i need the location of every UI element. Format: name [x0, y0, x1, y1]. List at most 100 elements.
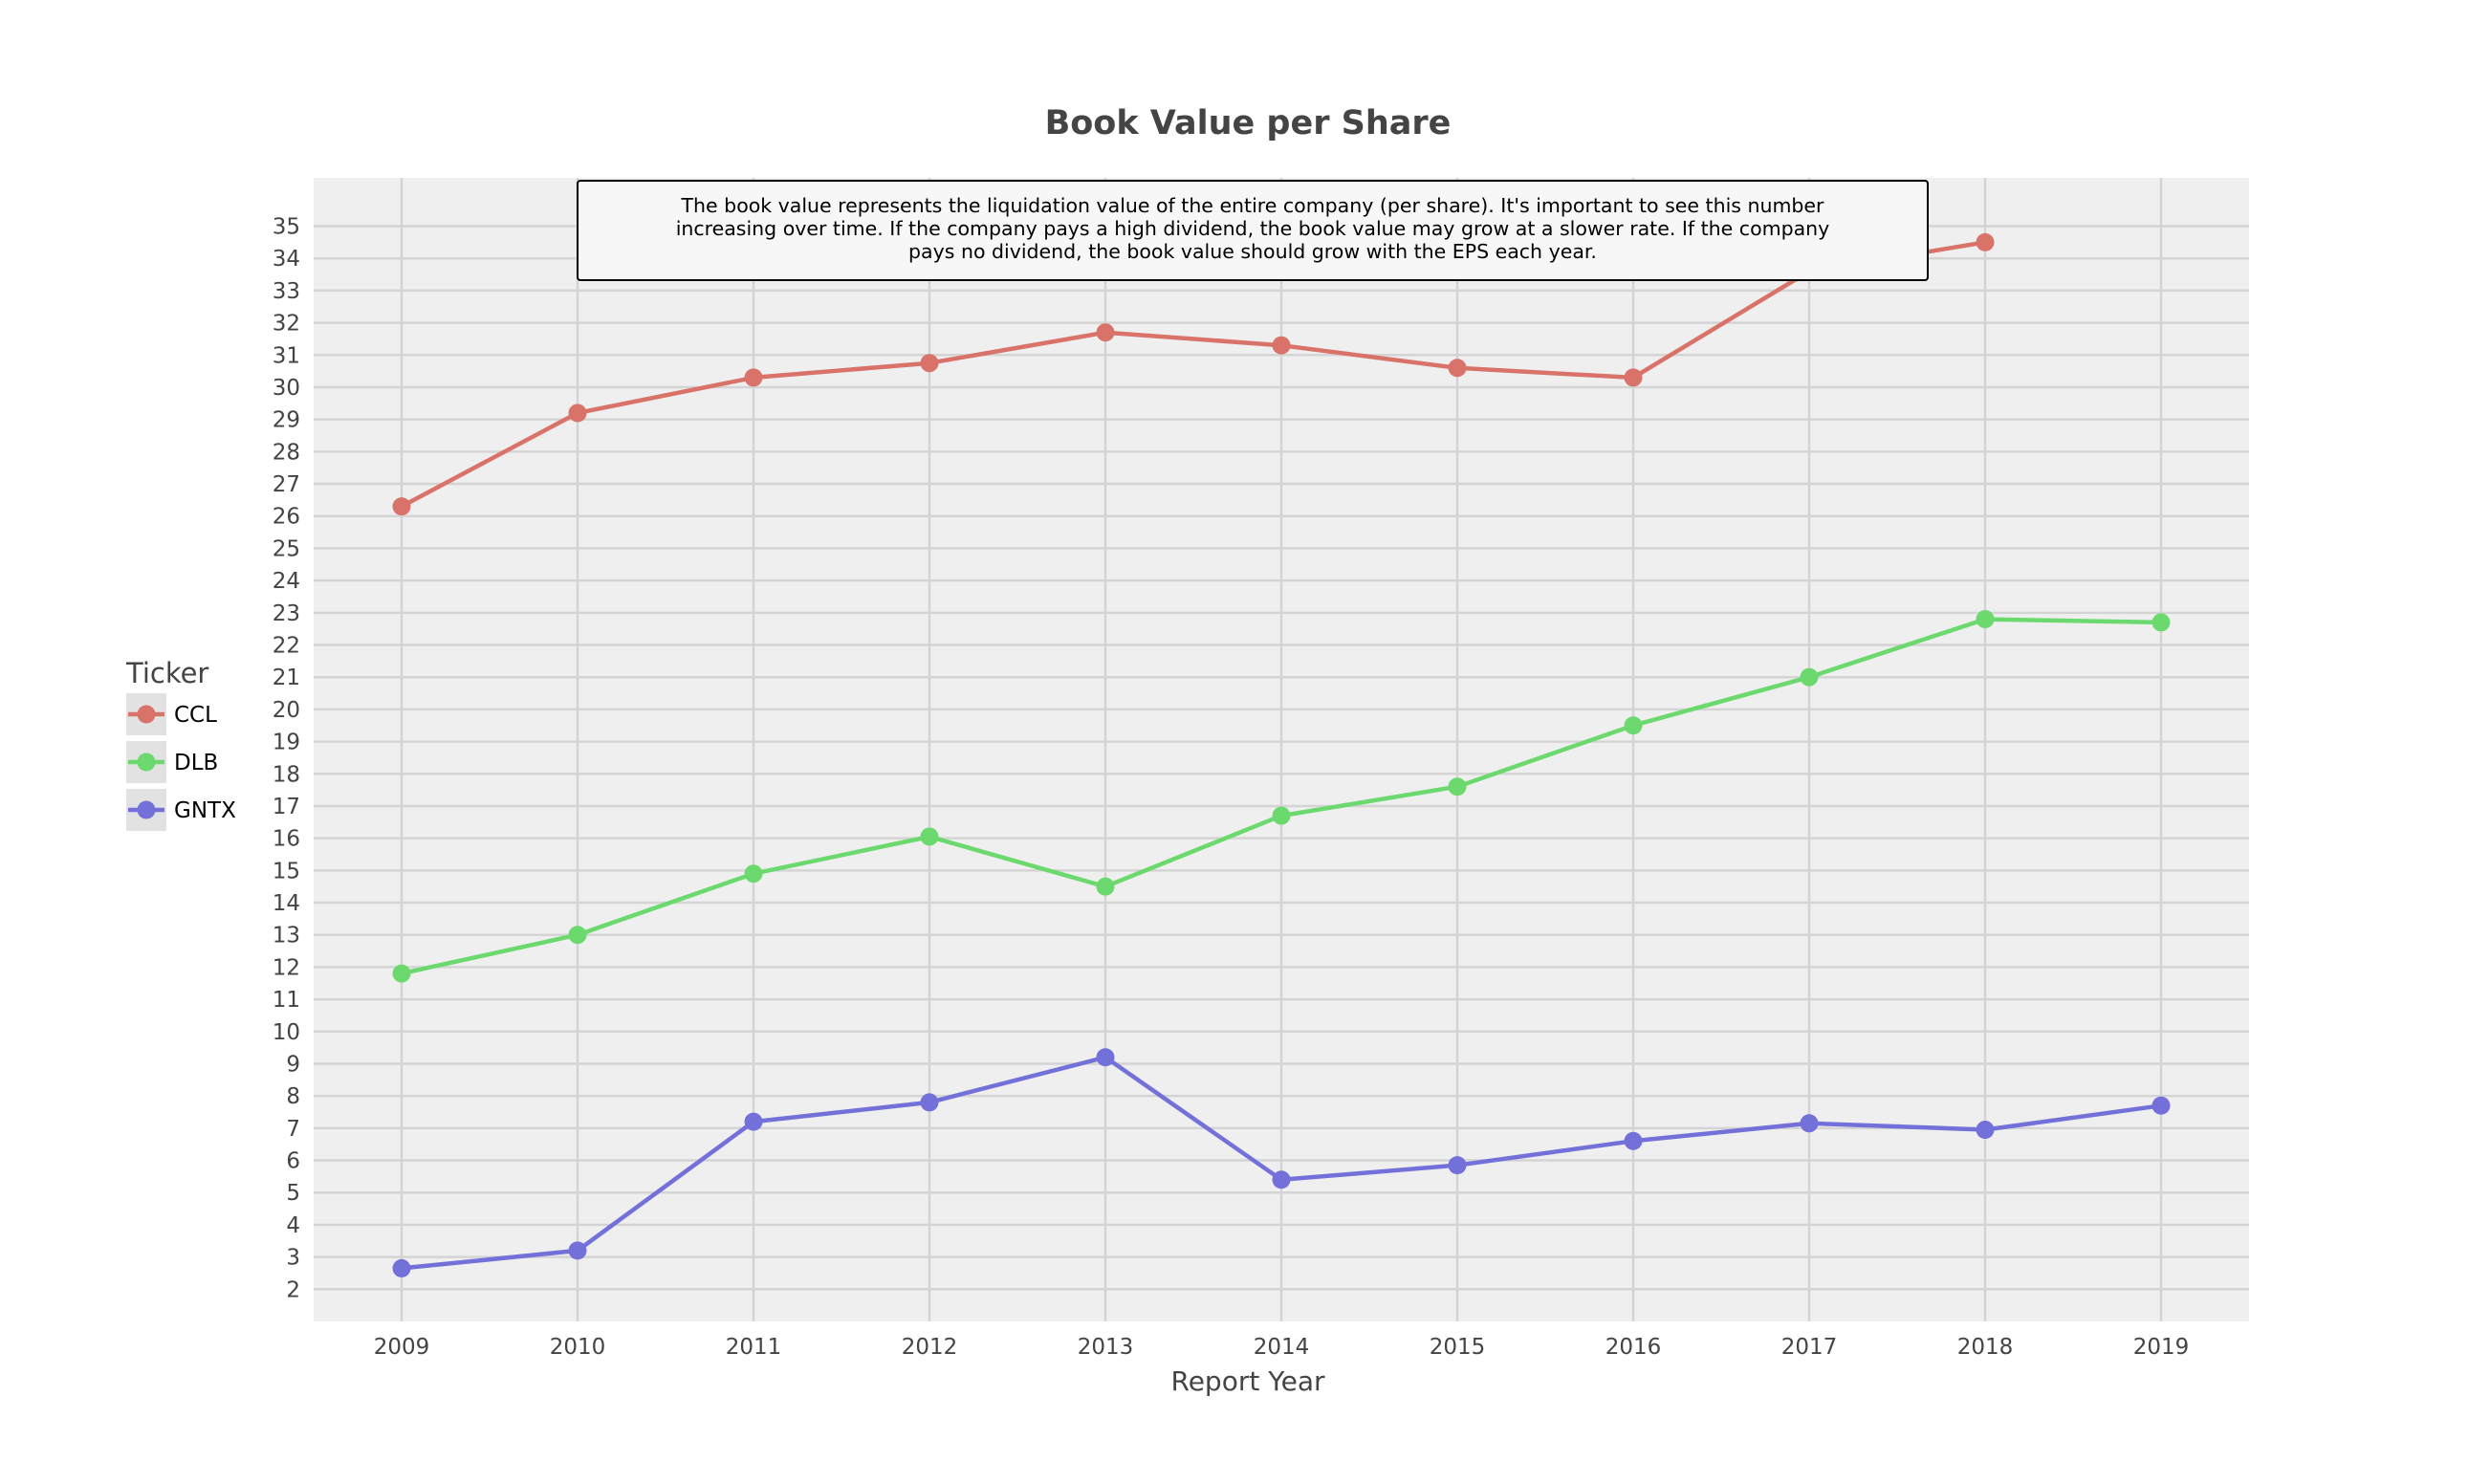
legend-marker-gntx — [137, 800, 156, 819]
x-tick-label: 2015 — [1430, 1335, 1486, 1360]
y-tick-label: 14 — [273, 891, 300, 916]
y-tick-label: 31 — [273, 343, 300, 368]
data-point-gntx — [744, 1112, 763, 1131]
legend-label-gntx: GNTX — [174, 798, 236, 823]
y-tick-label: 29 — [273, 408, 300, 433]
grid-lines — [314, 178, 2249, 1321]
y-tick-label: 16 — [273, 827, 300, 852]
y-tick-label: 35 — [273, 215, 300, 240]
y-tick-label: 30 — [273, 376, 300, 401]
data-point-gntx — [1096, 1048, 1115, 1067]
y-tick-label: 11 — [273, 988, 300, 1013]
data-point-gntx — [2151, 1096, 2171, 1115]
legend-title: Ticker — [125, 657, 208, 689]
data-point-dlb — [1096, 877, 1115, 896]
y-tick-label: 15 — [273, 859, 300, 884]
data-point-ccl — [1448, 359, 1467, 378]
annotation: The book value represents the liquidatio… — [577, 180, 1929, 281]
y-tick-label: 13 — [273, 924, 300, 949]
annotation-line: pays no dividend, the book value should … — [908, 240, 1597, 263]
data-point-ccl — [1624, 368, 1643, 387]
data-point-ccl — [1272, 336, 1291, 355]
x-tick-label: 2014 — [1254, 1335, 1310, 1360]
data-point-ccl — [1976, 232, 1995, 251]
y-tick-label: 6 — [286, 1149, 300, 1174]
series-dlb — [392, 610, 2171, 983]
y-tick-label: 8 — [286, 1084, 300, 1109]
data-point-dlb — [920, 827, 939, 846]
data-point-dlb — [744, 864, 763, 884]
y-tick-label: 28 — [273, 440, 300, 465]
data-point-ccl — [744, 368, 763, 387]
y-tick-label: 21 — [273, 666, 300, 690]
y-tick-label: 2 — [286, 1277, 300, 1302]
x-axis-title: Report Year — [1171, 1365, 1325, 1397]
annotation-line: increasing over time. If the company pay… — [676, 217, 1830, 240]
series-layer — [392, 232, 2171, 1277]
y-tick-label: 12 — [273, 955, 300, 980]
x-tick-label: 2019 — [2133, 1335, 2190, 1360]
legend-item-dlb[interactable]: DLB — [126, 741, 218, 783]
y-tick-label: 17 — [273, 795, 300, 819]
annotation-text: The book value represents the liquidatio… — [676, 194, 1830, 263]
legend-item-ccl[interactable]: CCL — [126, 693, 217, 735]
y-tick-label: 9 — [286, 1052, 300, 1077]
data-point-gntx — [1800, 1114, 1819, 1133]
legend-item-gntx[interactable]: GNTX — [126, 789, 236, 831]
chart-title: Book Value per Share — [1045, 104, 1452, 142]
data-point-dlb — [1800, 667, 1819, 687]
legend: Ticker CCL DLB GNTX — [125, 657, 236, 831]
y-tick-label: 4 — [286, 1213, 300, 1238]
data-point-gntx — [920, 1093, 939, 1112]
y-tick-label: 32 — [273, 312, 300, 337]
data-point-gntx — [1976, 1121, 1995, 1140]
data-point-ccl — [1096, 323, 1115, 342]
x-tick-label: 2013 — [1078, 1335, 1134, 1360]
y-tick-label: 25 — [273, 536, 300, 561]
annotation-box — [577, 180, 1929, 281]
x-tick-label: 2018 — [1957, 1335, 2014, 1360]
x-axis-tick-labels: 2009 2010 2011 2012 2013 2014 2015 2016 2017 2018… — [374, 1335, 2190, 1360]
y-tick-label: 22 — [273, 634, 300, 659]
y-tick-label: 10 — [273, 1020, 300, 1045]
data-point-dlb — [392, 964, 411, 983]
legend-label-ccl: CCL — [174, 703, 217, 728]
y-tick-label: 27 — [273, 472, 300, 497]
data-point-dlb — [568, 926, 587, 945]
y-tick-label: 33 — [273, 279, 300, 304]
y-tick-label: 3 — [286, 1246, 300, 1271]
series-line-ccl — [400, 240, 1986, 509]
annotation-line: The book value represents the liquidatio… — [681, 194, 1825, 217]
y-tick-label: 20 — [273, 698, 300, 723]
data-point-gntx — [392, 1258, 411, 1277]
data-point-dlb — [1272, 806, 1291, 825]
y-tick-label: 34 — [273, 247, 300, 272]
y-tick-label: 23 — [273, 601, 300, 626]
data-point-dlb — [2151, 613, 2171, 632]
data-point-gntx — [1448, 1156, 1467, 1175]
legend-marker-ccl — [137, 705, 156, 724]
x-tick-label: 2010 — [550, 1335, 606, 1360]
y-tick-label: 19 — [273, 731, 300, 755]
data-point-dlb — [1976, 610, 1995, 629]
x-tick-label: 2009 — [374, 1335, 430, 1360]
x-tick-label: 2017 — [1781, 1335, 1838, 1360]
y-axis-tick-labels: 2345678910111213141516171819202122232425… — [273, 215, 300, 1303]
x-tick-label: 2011 — [726, 1335, 782, 1360]
y-tick-label: 5 — [286, 1181, 300, 1206]
y-tick-label: 26 — [273, 505, 300, 530]
x-tick-label: 2012 — [902, 1335, 958, 1360]
series-ccl — [392, 232, 1995, 516]
data-point-ccl — [392, 497, 411, 516]
legend-label-dlb: DLB — [174, 751, 218, 775]
x-tick-label: 2016 — [1605, 1335, 1662, 1360]
data-point-ccl — [568, 404, 587, 423]
y-tick-label: 18 — [273, 762, 300, 787]
data-point-dlb — [1448, 777, 1467, 797]
series-gntx — [392, 1048, 2171, 1277]
data-point-gntx — [568, 1241, 587, 1260]
data-point-gntx — [1272, 1170, 1291, 1189]
legend-marker-dlb — [137, 753, 156, 772]
